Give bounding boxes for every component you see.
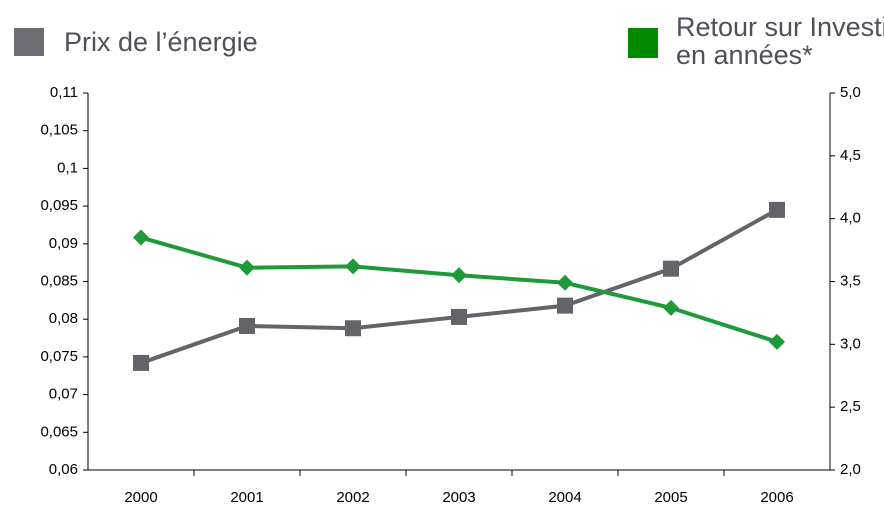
y-tick-label: 0,06 bbox=[49, 461, 78, 478]
y2-tick-label: 2,0 bbox=[840, 461, 861, 478]
legend-swatch bbox=[628, 28, 658, 58]
y-tick-label: 0,07 bbox=[49, 386, 78, 403]
x-tick-label: 2003 bbox=[442, 489, 475, 506]
series-line bbox=[140, 235, 778, 344]
x-tick-label: 2005 bbox=[654, 489, 687, 506]
y2-tick-label: 5,0 bbox=[840, 84, 861, 101]
legend-swatch bbox=[14, 28, 44, 56]
marker bbox=[557, 297, 573, 314]
x-tick-label: 2004 bbox=[548, 489, 581, 506]
marker bbox=[769, 201, 785, 218]
x-tick-label: 2006 bbox=[760, 489, 793, 506]
y-tick-label: 0,1 bbox=[57, 159, 78, 176]
y-tick-label: 0,075 bbox=[40, 348, 78, 365]
series-line bbox=[140, 208, 778, 365]
y-tick-label: 0,065 bbox=[40, 423, 78, 440]
marker bbox=[451, 267, 467, 284]
marker bbox=[663, 299, 679, 316]
y2-tick-label: 3,0 bbox=[840, 335, 861, 352]
y-tick-label: 0,085 bbox=[40, 272, 78, 289]
marker bbox=[345, 258, 361, 275]
y2-tick-label: 4,0 bbox=[840, 210, 861, 227]
marker bbox=[769, 333, 785, 350]
marker bbox=[239, 317, 255, 334]
marker bbox=[133, 354, 149, 371]
y2-tick-label: 4,5 bbox=[840, 147, 861, 164]
x-tick-label: 2000 bbox=[124, 489, 157, 506]
x-tick-label: 2002 bbox=[336, 489, 369, 506]
y2-tick-label: 2,5 bbox=[840, 398, 861, 415]
legend-label: Retour sur Investissement en années* bbox=[676, 12, 884, 70]
y-tick-label: 0,08 bbox=[49, 310, 78, 327]
x-tick-label: 2001 bbox=[230, 489, 263, 506]
marker bbox=[663, 260, 679, 277]
marker bbox=[451, 308, 467, 325]
y-tick-label: 0,105 bbox=[40, 122, 78, 139]
legend-label: Prix de l’énergie bbox=[64, 27, 258, 57]
marker bbox=[557, 274, 573, 291]
marker bbox=[345, 320, 361, 337]
y-tick-label: 0,11 bbox=[50, 84, 78, 101]
y-tick-label: 0,095 bbox=[40, 197, 78, 214]
marker bbox=[239, 259, 255, 276]
y2-tick-label: 3,5 bbox=[840, 272, 861, 289]
y-tick-label: 0,09 bbox=[49, 235, 78, 252]
marker bbox=[133, 229, 149, 246]
